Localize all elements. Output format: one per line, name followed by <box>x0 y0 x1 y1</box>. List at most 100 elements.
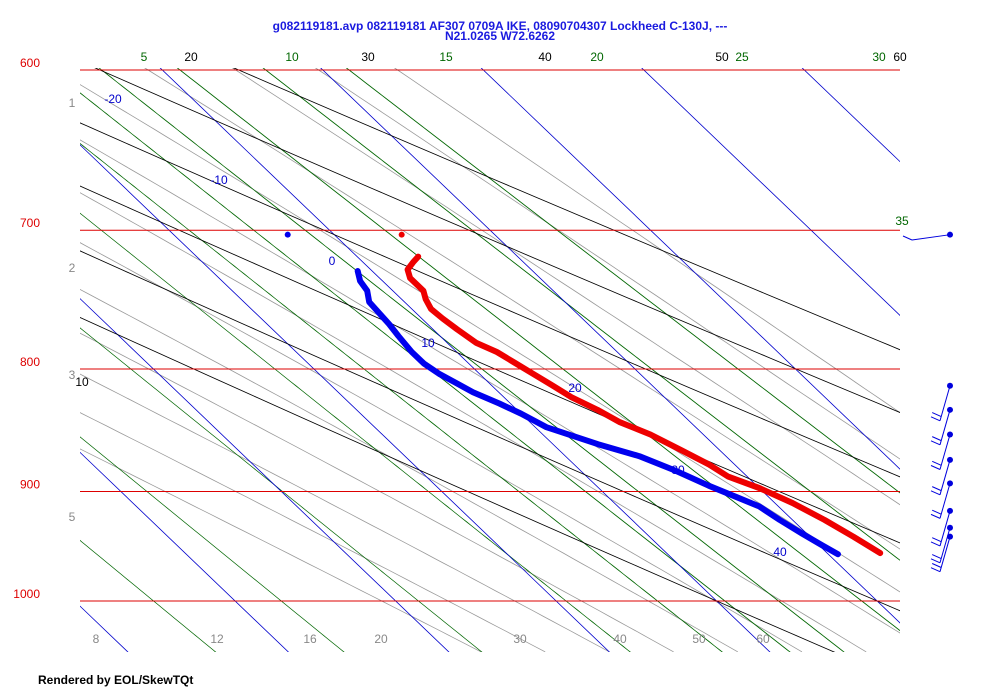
mixing-ratio-line <box>80 539 217 652</box>
dry-adiabat-line <box>80 316 836 652</box>
isotherm-line <box>80 144 610 652</box>
wind-barb-feather <box>930 513 941 519</box>
mixing-ratio-label: 10 <box>285 50 299 64</box>
mixing-ratio-label: 15 <box>439 50 453 64</box>
moist-adiabat <box>80 412 546 652</box>
mixing-ratio-line <box>176 68 900 632</box>
mixing-ratio-label: 25 <box>735 50 749 64</box>
wind-barb-feather <box>930 440 941 446</box>
wind-barb-dot <box>947 406 953 413</box>
wind-barb <box>930 533 953 573</box>
wind-barb-staff <box>939 434 951 470</box>
dewpoint-trace <box>354 268 841 558</box>
moist-adiabat <box>231 68 900 506</box>
footer-credit: Rendered by EOL/SkewTQt <box>38 673 194 687</box>
mixing-ratio-line <box>98 68 845 652</box>
moist-adiabat <box>80 139 900 634</box>
isotherm-line <box>159 68 771 652</box>
temperature-point <box>398 231 405 238</box>
wind-barb <box>930 431 953 470</box>
wind-barb-feather <box>931 563 942 568</box>
wind-barb <box>930 382 953 422</box>
theta-top-label: 50 <box>715 50 729 64</box>
mixing-ratio-line <box>80 212 631 652</box>
isotherm-label: 10 <box>421 336 435 350</box>
theta-top-label: 20 <box>184 50 198 64</box>
wind-barb-dot <box>947 231 953 238</box>
moist-adiabat <box>80 373 610 652</box>
wind-barb <box>930 507 953 547</box>
wind-barb-dot <box>947 480 953 487</box>
wind-barb <box>902 231 953 241</box>
mixing-ratio-label: 35 <box>895 214 909 228</box>
isotherm-line <box>80 451 289 652</box>
moist-adiabat <box>80 242 803 652</box>
isotherm-label: -20 <box>104 92 122 106</box>
mixing-ratio-line <box>80 436 345 652</box>
wind-barb-feather <box>930 490 941 496</box>
wind-barb-staff <box>939 536 951 572</box>
wind-barb <box>930 480 953 519</box>
wind-barb-staff <box>939 510 951 547</box>
bottom-scale-label: 8 <box>93 632 100 646</box>
wind-barb-feather <box>931 460 942 466</box>
moist-adiabat <box>314 68 900 460</box>
pressure-tick-label: 700 <box>20 216 40 230</box>
wind-barb-feather <box>930 465 941 470</box>
bottom-scale-label: 50 <box>692 632 706 646</box>
theta-top-label: 40 <box>538 50 552 64</box>
isotherm-label: 40 <box>773 545 787 559</box>
dry-adiabat-line <box>80 122 900 478</box>
height-tick-label: 1 <box>69 96 76 110</box>
wind-barb-feather <box>931 537 942 543</box>
wind-barb-feather <box>931 509 942 515</box>
mixing-ratio-line <box>345 68 900 494</box>
wind-barb-staff <box>939 459 951 495</box>
wind-barb-dot <box>947 456 953 463</box>
mixing-ratio-line <box>80 142 723 652</box>
pressure-tick-label: 600 <box>20 56 40 70</box>
chart-title-line2: N21.0265 W72.6262 <box>444 29 556 43</box>
dry-adiabat-line <box>80 185 900 544</box>
height-tick-label: 5 <box>69 510 76 524</box>
wind-barb-staff <box>939 483 951 519</box>
mixing-ratio-line <box>262 68 900 561</box>
isotherm-label: 0 <box>329 254 336 268</box>
dewpoint-point <box>284 231 291 238</box>
wind-barb-feather <box>931 412 942 418</box>
moist-adiabat <box>80 192 867 652</box>
wind-barb-feather <box>930 416 941 422</box>
wind-barb-feather <box>930 541 941 547</box>
moist-adiabat <box>144 68 900 550</box>
wind-barb-staff <box>911 234 951 241</box>
bottom-scale-label: 20 <box>374 632 388 646</box>
wind-barb-feather <box>931 486 942 492</box>
isotherm-line <box>801 68 900 163</box>
pressure-tick-label: 900 <box>20 477 40 491</box>
wind-barb-dot <box>947 382 953 389</box>
theta-top-label: 30 <box>361 50 375 64</box>
dry-adiabat-line <box>232 68 900 351</box>
dry-adiabat-line <box>80 250 900 612</box>
moist-adiabat <box>80 288 738 652</box>
wind-barb-dot <box>947 431 953 438</box>
moist-adiabat <box>393 68 900 414</box>
wind-barb-feather <box>931 554 942 560</box>
wind-barb <box>930 406 953 446</box>
moist-adiabat <box>80 332 674 652</box>
moist-adiabat <box>80 84 900 593</box>
wind-barb-dot <box>947 507 953 514</box>
isotherm-line <box>890 0 1000 700</box>
temperature-trace <box>404 253 884 557</box>
isotherm-line <box>480 68 900 470</box>
isotherm-line <box>80 298 450 652</box>
wind-barb-feather <box>902 235 913 241</box>
wind-barb-feather <box>931 436 942 442</box>
wind-barb-feather <box>930 558 941 564</box>
wind-barb-feather <box>930 567 941 573</box>
bottom-scale-label: 30 <box>513 632 527 646</box>
wind-barb-staff <box>939 385 951 421</box>
